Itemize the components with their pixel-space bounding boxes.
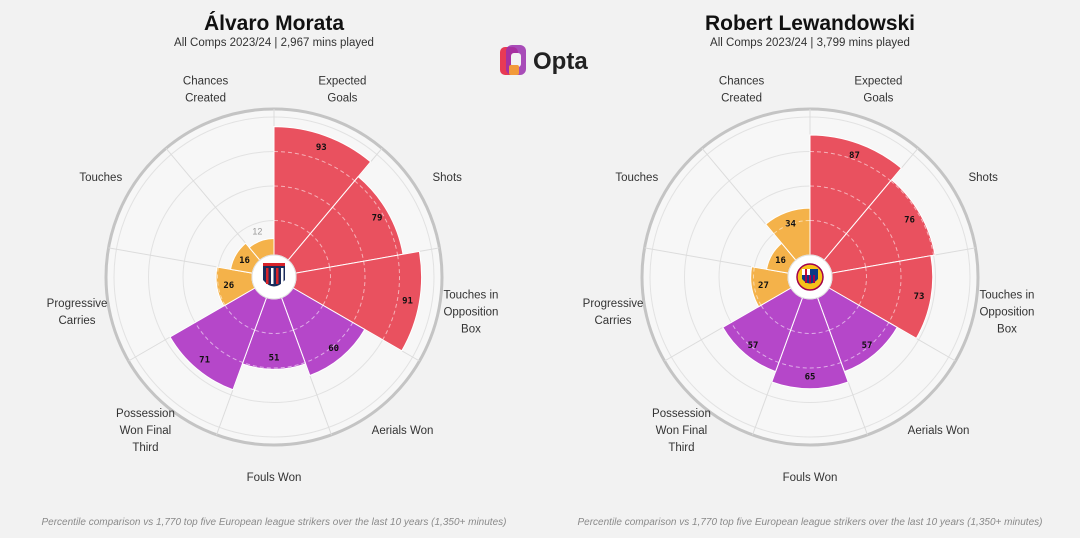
category-label: Aerials Won (908, 425, 970, 437)
value-label: 60 (328, 344, 339, 354)
value-label: 16 (775, 256, 786, 266)
bar-gridline (273, 151, 355, 182)
category-label: Possession Won Final Third (652, 408, 711, 454)
bar-gridline (304, 322, 354, 363)
bar-gridline (382, 255, 400, 340)
player-title: Álvaro Morata (204, 12, 344, 35)
bar-gridline (809, 220, 847, 235)
bar-gridline (778, 362, 842, 369)
value-label: 12 (252, 226, 262, 236)
player-title: Robert Lewandowski (705, 12, 915, 35)
category-label: Chances Created (719, 76, 765, 105)
value-label: 51 (269, 353, 280, 363)
bar-gridline (773, 220, 811, 235)
bar-gridline (888, 261, 902, 323)
atletico-madrid-crest-icon (263, 263, 285, 287)
value-label: 73 (914, 292, 925, 302)
bar-gridline (217, 267, 226, 306)
value-label: 26 (223, 281, 234, 291)
bar-gridline (858, 267, 867, 306)
opta-mark-icon (500, 45, 526, 75)
value-label: 16 (239, 256, 250, 266)
bar-gridline (845, 233, 867, 268)
category-label: Fouls Won (783, 472, 838, 484)
player-subtitle: All Comps 2023/24 | 2,967 mins played (174, 37, 374, 49)
category-label: Shots (968, 172, 998, 184)
bar-gridline (790, 329, 830, 334)
category-label: Shots (432, 172, 462, 184)
footnote: Percentile comparison vs 1,770 top five … (578, 517, 1043, 528)
value-label: 91 (402, 297, 413, 307)
category-label: Possession Won Final Third (116, 408, 175, 454)
value-label: 93 (316, 143, 327, 153)
bar-gridline (194, 322, 244, 363)
bar-gridline (809, 185, 869, 208)
radar-chart-morata: Álvaro Morata All Comps 2023/24 | 2,967 m… (42, 12, 507, 528)
bar-gridline (273, 185, 333, 208)
value-label: 79 (372, 213, 383, 223)
category-label: Fouls Won (247, 472, 302, 484)
value-label: 57 (862, 341, 873, 351)
value-label: 76 (904, 216, 915, 226)
bar-gridline (332, 206, 365, 262)
category-label: Expected Goals (854, 76, 902, 105)
fc-barcelona-crest-icon (796, 263, 824, 291)
opta-logo: Opta (500, 45, 588, 75)
bar-gridline (309, 233, 331, 268)
bar-gridline (753, 267, 762, 306)
bar-gridline (293, 304, 324, 331)
bar-gridline (809, 151, 891, 182)
category-label: Touches in Opposition Box (979, 290, 1034, 336)
spoke (165, 147, 261, 261)
bar-gridline (254, 329, 294, 334)
value-label: 57 (748, 341, 759, 351)
radar-chart-lewandowski: Robert Lewandowski All Comps 2023/24 | 3,… (578, 12, 1043, 528)
bar-gridline (730, 322, 780, 363)
category-label: Expected Goals (318, 76, 366, 105)
category-label: Aerials Won (372, 425, 434, 437)
bar-gridline (840, 322, 890, 363)
bar-gridline (322, 267, 331, 306)
bar-gridline (224, 304, 255, 331)
bar-gridline (760, 304, 791, 331)
bar-gridline (273, 220, 311, 235)
value-label: 87 (849, 151, 860, 161)
value-label: 34 (785, 220, 796, 230)
category-label: Progressive Carries (47, 298, 108, 327)
bar-gridline (242, 362, 306, 369)
category-label: Touches in Opposition Box (443, 290, 498, 336)
bar-gridline (829, 304, 860, 331)
bar-gridline (890, 180, 935, 256)
category-label: Touches (615, 172, 658, 184)
value-label: 71 (199, 356, 210, 366)
bar-gridline (352, 261, 366, 323)
category-label: Chances Created (183, 76, 229, 105)
value-label: 65 (805, 373, 816, 383)
value-label: 27 (758, 281, 769, 291)
category-label: Touches (79, 172, 122, 184)
bar-gridline (354, 180, 399, 256)
player-subtitle: All Comps 2023/24 | 3,799 mins played (710, 37, 910, 49)
bar-gridline (868, 206, 901, 262)
opta-wordmark: Opta (533, 48, 588, 75)
category-label: Progressive Carries (583, 298, 644, 327)
footnote: Percentile comparison vs 1,770 top five … (42, 517, 507, 528)
